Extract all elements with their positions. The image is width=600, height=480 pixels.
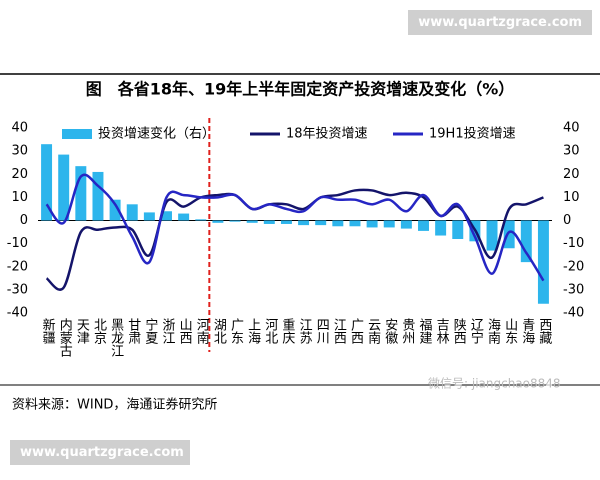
x-tick-label: 贵州 [399,318,415,344]
bar [418,220,429,231]
y2-tick-label: -20 [563,259,584,274]
bar [435,220,447,236]
x-tick-label: 重庆 [279,318,295,344]
y-tick-label: -40 [7,306,28,321]
bar [92,171,104,221]
bar [366,220,378,228]
x-tick-label: 辽宁 [467,318,483,344]
x-tick-label: 四川 [313,318,329,344]
x-tick-label: 青海 [519,318,535,344]
bar [212,220,224,223]
bar [143,212,155,221]
x-tick-label: 陕西 [450,318,466,344]
bar [400,220,412,229]
bar [75,166,87,221]
x-tick-label: 江苏 [296,318,312,344]
x-tick-label: 云南 [365,318,381,344]
legend-label: 投资增速变化（右） [98,126,215,142]
x-tick-label: 山西 [176,318,192,344]
bar [486,220,498,251]
y2-tick-label: -10 [563,236,584,251]
y-tick-label: 10 [11,190,28,205]
x-tick-label: 山东 [502,318,518,344]
line [45,188,544,291]
watermark: www.quartzgrace.com [10,440,190,465]
x-tick-label: 安徽 [382,318,398,344]
x-tick-label: 浙江 [159,318,175,344]
bar [229,220,241,222]
legend-label: 18年投资增速 [286,126,368,142]
x-tick-label: 天津 [73,318,89,344]
source: 资料来源：WIND，海通证券研究所 [12,397,217,413]
y-tick-label: 30 [11,144,28,159]
line [45,173,545,282]
legend-label: 19H1投资增速 [429,126,516,142]
bar [178,213,190,221]
y2-tick-label: -40 [563,306,584,321]
bar [109,199,121,221]
y-tick-label: 20 [11,167,28,182]
x-tick-label: 广东 [228,318,244,344]
bar [520,220,532,263]
y2-tick-label: 30 [563,144,580,159]
x-tick-label: 吉林 [433,318,449,344]
x-tick-label: 江西 [330,318,346,344]
bar [383,220,395,228]
bar [537,220,549,304]
y2-tick-label: 20 [563,167,580,182]
y-tick-label: 40 [11,121,28,136]
y2-tick-label: 0 [563,213,571,228]
y-tick-label: 0 [20,213,28,228]
x-tick-label: 宁夏 [142,318,158,344]
bar [280,220,292,224]
bar [263,220,275,224]
x-tick-label: 甘肃 [125,318,141,344]
x-tick-label: 北京 [90,318,106,344]
bar [332,220,344,227]
x-tick-label: 内蒙古 [56,318,72,357]
bar [298,220,310,226]
x-tick-label: 福建 [416,318,432,344]
bar [452,220,464,239]
bar [195,219,207,221]
y2-tick-label: 40 [563,121,580,136]
y2-tick-label: 10 [563,190,580,205]
watermark: www.quartzgrace.com [408,10,592,35]
x-tick-label: 上海 [245,318,261,344]
bar [315,220,327,226]
y-tick-label: -20 [7,259,28,274]
chart-title: 图 各省18年、19年上半年固定资产投资增速及变化（%） [86,80,515,99]
bar [126,204,138,221]
x-tick-label: 海南 [485,318,501,344]
y-tick-label: -10 [7,236,28,251]
legend-swatch [62,129,92,139]
x-tick-label: 黑龙江 [108,318,124,357]
bar [161,211,172,221]
bar [349,220,361,227]
x-tick-label: 河北 [262,318,278,344]
x-tick-label: 西藏 [536,318,552,344]
y-tick-label: -30 [7,282,28,297]
x-tick-label: 河南 [193,318,209,344]
bar [58,154,70,221]
x-tick-label: 广西 [347,318,363,344]
y2-tick-label: -30 [563,282,584,297]
x-tick-label: 湖北 [210,318,226,344]
wechat: 微信号: jiangchao8848 [428,377,561,391]
x-tick-label: 新疆 [39,318,55,344]
bar [503,220,515,249]
bar [246,220,258,223]
bar [41,144,53,221]
